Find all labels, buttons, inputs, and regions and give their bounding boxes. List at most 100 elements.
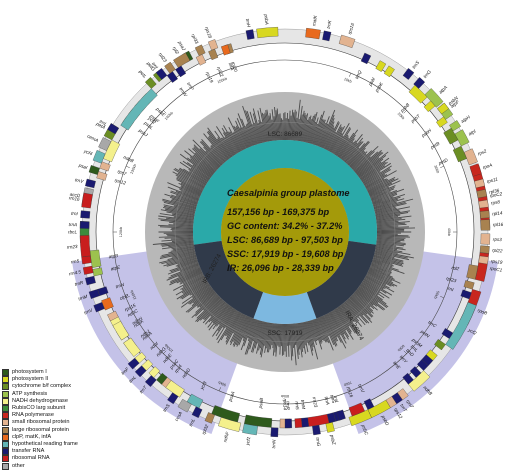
gene-label: rps7 xyxy=(117,169,128,177)
gene-label: trnK xyxy=(326,19,333,29)
legend-item: small ribosomal protein xyxy=(2,419,152,426)
tick-label: 40kb xyxy=(447,228,451,236)
legend-item: RNA polymerase xyxy=(2,412,152,419)
gene-block xyxy=(479,256,489,264)
gene-block xyxy=(480,211,490,219)
legend-swatch xyxy=(2,391,9,398)
gene-block xyxy=(481,219,490,230)
legend-swatch xyxy=(2,398,9,405)
legend-swatch xyxy=(2,369,9,376)
gene-block xyxy=(82,256,92,264)
gene-label: trnN xyxy=(271,439,276,449)
gene-label: rpl33 xyxy=(191,33,200,45)
gene-label: rpl14 xyxy=(492,210,503,216)
gene-label: trnS xyxy=(411,59,421,69)
gene-label: trnA xyxy=(324,396,331,405)
gene-label: rrn16 xyxy=(69,195,81,202)
gene-label: rpl22 xyxy=(492,248,503,254)
legend-label: clpP, matK, infA xyxy=(12,434,51,441)
center-gc: GC content: 34.2% - 37.2% xyxy=(227,221,342,231)
legend-swatch xyxy=(2,405,9,412)
gene-label: matK xyxy=(311,14,318,26)
gene-label: rps8 xyxy=(491,199,501,205)
gene-label: trnR xyxy=(285,401,290,410)
gene-label: atpH xyxy=(460,114,471,124)
legend-label: photosystem I xyxy=(12,369,47,376)
gene-block xyxy=(80,221,89,228)
tick-label: 130kb xyxy=(130,164,138,175)
legend-item: NADH dehydrogenase xyxy=(2,398,152,405)
gc-spike xyxy=(377,230,404,231)
gene-label: trnG xyxy=(315,437,321,447)
legend-label: RubisCO larg subunit xyxy=(12,405,65,412)
legend-item: photosystem I xyxy=(2,369,152,376)
gene-label: cemA xyxy=(86,133,99,143)
gene-block xyxy=(256,27,278,38)
center-lsc: LSC: 86,689 bp - 97,503 bp xyxy=(227,235,343,245)
gene-block xyxy=(80,235,90,257)
gene-label: rpl16 xyxy=(493,222,504,227)
legend-item: other xyxy=(2,462,152,469)
gene-label: ycf1 xyxy=(245,436,252,447)
gene-label: trnA xyxy=(69,222,78,227)
ssc-label: SSC: 17919 xyxy=(267,330,302,337)
gene-label: trnH xyxy=(245,18,252,28)
gene-label: psbH xyxy=(420,127,433,138)
legend-item: large ribosomal protein xyxy=(2,427,152,434)
gene-label: psbT xyxy=(409,113,422,125)
gene-label: rbcL xyxy=(68,230,77,235)
legend-item: cytochrome b/f complex xyxy=(2,383,152,390)
gene-label: psbK xyxy=(374,81,385,94)
gene-label: trnG xyxy=(422,69,432,79)
legend-item: ATP synthesis xyxy=(2,391,152,398)
lsc-label: LSC: 86689 xyxy=(268,131,303,138)
gene-label: petL xyxy=(137,68,148,79)
gene-block xyxy=(271,428,278,437)
legend-item: RubisCO larg subunit xyxy=(2,405,152,412)
gene-label: rrn23 xyxy=(312,396,319,408)
gene-label: rps16 xyxy=(347,22,355,35)
tick-mark xyxy=(440,166,444,168)
center-length: 157,156 bp - 169,375 bp xyxy=(227,207,330,217)
gene-block xyxy=(301,418,309,428)
legend-swatch xyxy=(2,419,9,426)
legend-label: transfer RNA xyxy=(12,448,44,455)
gene-block xyxy=(312,425,320,435)
legend-item: ribosomal RNA xyxy=(2,455,152,462)
legend-label: NADH dehydrogenase xyxy=(12,398,68,405)
tick-mark xyxy=(126,166,130,168)
legend-item: hypothetical reading frame xyxy=(2,441,152,448)
legend-item: photosystem II xyxy=(2,376,152,383)
legend-swatch xyxy=(2,455,9,462)
legend-label: hypothetical reading frame xyxy=(12,441,78,448)
legend-item: transfer RNA xyxy=(2,448,152,455)
gene-label: petB xyxy=(429,141,441,151)
gene-block xyxy=(80,211,90,219)
gene-label: petD xyxy=(437,157,449,166)
gene-label: atpI xyxy=(467,128,477,136)
gc-spike xyxy=(166,234,193,235)
legend-swatch xyxy=(2,383,9,390)
gene-label: psaA xyxy=(227,391,235,403)
gene-label: ndhF xyxy=(222,430,230,443)
gene-label: rps2 xyxy=(477,148,488,156)
legend-label: small ribosomal protein xyxy=(12,419,70,426)
tick-label: 150kb xyxy=(217,77,228,85)
gene-label: ndhB xyxy=(123,155,135,164)
legend-label: photosystem II xyxy=(12,376,48,383)
tick-label: 120kb xyxy=(119,227,123,237)
legend-swatch xyxy=(2,448,9,455)
legend-swatch xyxy=(2,441,9,448)
legend-swatch xyxy=(2,434,9,441)
gene-block xyxy=(480,246,490,254)
legend-swatch xyxy=(2,376,9,383)
center-ir: IR: 26,096 bp - 28,339 bp xyxy=(227,263,334,273)
legend-swatch xyxy=(2,412,9,419)
gene-block xyxy=(295,418,302,427)
gene-block xyxy=(305,28,320,39)
legend-label: RNA polymerase xyxy=(12,412,54,419)
legend-swatch xyxy=(2,427,9,434)
tick-mark xyxy=(349,73,351,77)
legend-swatch xyxy=(2,463,9,470)
